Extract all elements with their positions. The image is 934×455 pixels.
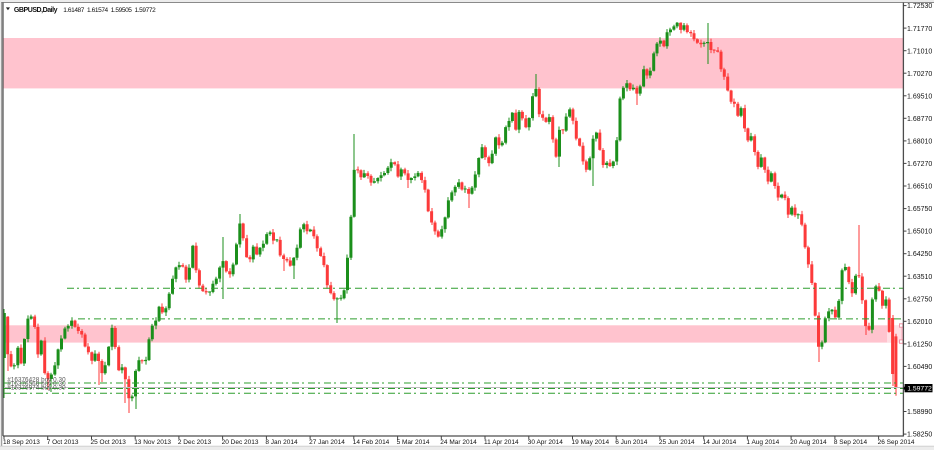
svg-text:1.68770: 1.68770 <box>907 116 932 123</box>
svg-text:27 Jan 2014: 27 Jan 2014 <box>309 439 345 446</box>
svg-text:1 Aug 2014: 1 Aug 2014 <box>746 439 779 446</box>
svg-text:30 Apr 2014: 30 Apr 2014 <box>528 439 563 446</box>
svg-text:1.68010: 1.68010 <box>907 139 932 146</box>
svg-text:1.62010: 1.62010 <box>907 319 932 326</box>
svg-text:1.61250: 1.61250 <box>907 342 932 349</box>
svg-text:25 Jun 2014: 25 Jun 2014 <box>659 439 695 446</box>
svg-text:1.70270: 1.70270 <box>907 71 932 78</box>
svg-text:1.64250: 1.64250 <box>907 251 932 258</box>
svg-text:1.62750: 1.62750 <box>907 296 932 303</box>
svg-text:20 Dec 2013: 20 Dec 2013 <box>222 439 259 446</box>
svg-text:1.67270: 1.67270 <box>907 161 932 168</box>
svg-text:18 Sep 2013: 18 Sep 2013 <box>3 439 40 446</box>
svg-text:24 Mar 2014: 24 Mar 2014 <box>440 439 477 446</box>
svg-text:1.65010: 1.65010 <box>907 229 932 236</box>
svg-text:#16376428 buy 0.30: #16376428 buy 0.30 <box>7 376 66 383</box>
svg-text:1.72530: 1.72530 <box>907 3 932 10</box>
svg-text:13 Nov 2013: 13 Nov 2013 <box>134 439 171 446</box>
svg-text:1.65750: 1.65750 <box>907 206 932 213</box>
svg-text:14 Jul 2014: 14 Jul 2014 <box>703 439 737 446</box>
svg-text:1.69510: 1.69510 <box>907 93 932 100</box>
svg-text:1.58250: 1.58250 <box>907 432 932 439</box>
svg-text:11 Apr 2014: 11 Apr 2014 <box>484 439 519 446</box>
svg-text:6 Jun 2014: 6 Jun 2014 <box>615 439 648 446</box>
svg-text:1.66510: 1.66510 <box>907 184 932 191</box>
svg-text:1.59772: 1.59772 <box>907 386 932 393</box>
svg-text:1.61487 1.61574 1.59505 1.5977: 1.61487 1.61574 1.59505 1.59772 <box>63 7 156 14</box>
svg-text:GBPUSD,Daily: GBPUSD,Daily <box>14 7 58 14</box>
svg-text:26 Sep 2014: 26 Sep 2014 <box>878 439 915 446</box>
svg-text:1.71010: 1.71010 <box>907 48 932 55</box>
svg-text:5 Mar 2014: 5 Mar 2014 <box>397 439 430 446</box>
svg-text:8 Jan 2014: 8 Jan 2014 <box>265 439 298 446</box>
svg-text:20 Aug 2014: 20 Aug 2014 <box>790 439 827 446</box>
svg-text:2 Dec 2013: 2 Dec 2013 <box>178 439 212 446</box>
svg-text:19 May 2014: 19 May 2014 <box>572 439 610 446</box>
svg-text:#16376974 buy 0.30: #16376974 buy 0.30 <box>7 384 66 391</box>
svg-text:8 Sep 2014: 8 Sep 2014 <box>834 439 868 446</box>
svg-text:7 Oct 2013: 7 Oct 2013 <box>47 439 79 446</box>
svg-text:14 Feb 2014: 14 Feb 2014 <box>353 439 390 446</box>
svg-text:#16376568 buy 0.30: #16376568 buy 0.30 <box>7 380 66 387</box>
svg-text:1.63510: 1.63510 <box>907 274 932 281</box>
svg-text:1.58990: 1.58990 <box>907 409 932 416</box>
svg-text:1.60490: 1.60490 <box>907 364 932 371</box>
svg-text:1.71770: 1.71770 <box>907 26 932 33</box>
svg-text:25 Oct 2013: 25 Oct 2013 <box>91 439 127 446</box>
